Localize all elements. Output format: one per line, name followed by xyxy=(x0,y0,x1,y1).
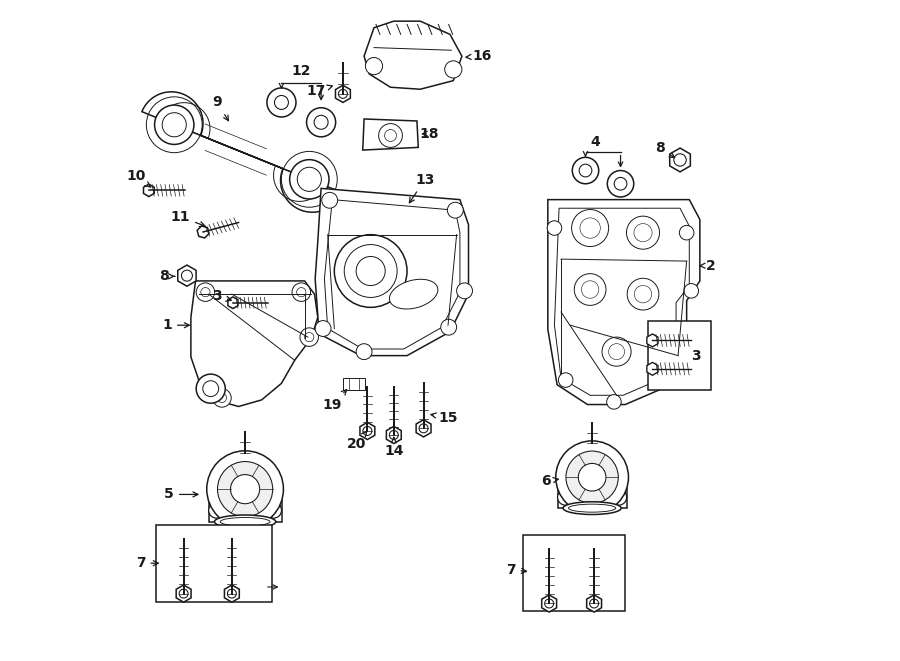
Circle shape xyxy=(607,395,621,409)
Circle shape xyxy=(579,463,606,491)
Circle shape xyxy=(356,344,372,360)
Circle shape xyxy=(266,502,282,518)
Bar xyxy=(209,498,282,522)
Circle shape xyxy=(196,283,215,301)
Circle shape xyxy=(196,374,225,403)
Text: 6: 6 xyxy=(541,474,558,488)
Circle shape xyxy=(334,235,407,307)
Polygon shape xyxy=(142,92,342,212)
Circle shape xyxy=(212,389,231,407)
Text: 8: 8 xyxy=(655,141,675,157)
Circle shape xyxy=(218,461,273,517)
Polygon shape xyxy=(224,585,239,602)
Circle shape xyxy=(155,105,194,144)
Circle shape xyxy=(445,61,462,78)
Bar xyxy=(648,321,711,390)
Text: 15: 15 xyxy=(431,410,458,425)
Circle shape xyxy=(441,319,456,335)
Polygon shape xyxy=(416,420,431,437)
Text: 11: 11 xyxy=(171,210,205,227)
Text: 7: 7 xyxy=(136,556,158,570)
Circle shape xyxy=(574,274,606,305)
Ellipse shape xyxy=(214,515,275,528)
Text: 2: 2 xyxy=(700,258,716,273)
Polygon shape xyxy=(386,426,401,444)
Circle shape xyxy=(680,225,694,240)
Circle shape xyxy=(684,284,698,298)
Circle shape xyxy=(602,337,631,366)
Circle shape xyxy=(290,160,329,199)
Circle shape xyxy=(267,88,296,117)
Text: 16: 16 xyxy=(466,49,491,63)
Text: 3: 3 xyxy=(212,289,231,303)
Text: 1: 1 xyxy=(162,318,189,332)
Text: 9: 9 xyxy=(212,95,229,121)
Polygon shape xyxy=(548,200,700,405)
Text: 10: 10 xyxy=(126,169,150,187)
Circle shape xyxy=(626,216,660,249)
Text: 19: 19 xyxy=(323,390,346,412)
Polygon shape xyxy=(191,281,318,407)
Circle shape xyxy=(307,108,336,137)
Polygon shape xyxy=(647,362,658,375)
Polygon shape xyxy=(143,184,154,196)
Text: 17: 17 xyxy=(307,84,332,98)
Circle shape xyxy=(315,321,331,336)
Text: 18: 18 xyxy=(419,126,438,141)
Bar xyxy=(523,535,626,611)
Circle shape xyxy=(611,489,626,505)
Circle shape xyxy=(572,157,598,184)
Bar xyxy=(558,486,626,508)
Text: 5: 5 xyxy=(164,487,198,502)
Circle shape xyxy=(558,373,573,387)
Circle shape xyxy=(300,328,319,346)
Polygon shape xyxy=(670,148,690,172)
Polygon shape xyxy=(363,119,419,150)
Circle shape xyxy=(365,58,382,75)
Circle shape xyxy=(572,210,608,247)
Circle shape xyxy=(556,441,628,514)
Circle shape xyxy=(456,283,472,299)
Text: 8: 8 xyxy=(159,269,175,284)
Circle shape xyxy=(379,124,402,147)
Text: 13: 13 xyxy=(410,173,435,203)
Text: 12: 12 xyxy=(292,64,311,79)
Polygon shape xyxy=(343,378,365,390)
Text: 4: 4 xyxy=(590,135,600,149)
Polygon shape xyxy=(336,85,350,102)
Circle shape xyxy=(209,502,224,518)
Circle shape xyxy=(566,451,618,504)
Circle shape xyxy=(207,451,284,527)
Circle shape xyxy=(627,278,659,310)
Bar xyxy=(156,525,272,602)
Ellipse shape xyxy=(563,502,621,514)
Polygon shape xyxy=(176,585,191,602)
Circle shape xyxy=(292,283,310,301)
Polygon shape xyxy=(315,188,469,356)
Polygon shape xyxy=(228,297,238,309)
Text: 3: 3 xyxy=(691,348,701,363)
Circle shape xyxy=(447,202,464,218)
Circle shape xyxy=(322,192,338,208)
Text: 20: 20 xyxy=(346,432,366,451)
Circle shape xyxy=(547,221,562,235)
Polygon shape xyxy=(360,422,374,440)
Circle shape xyxy=(558,489,573,505)
Text: 14: 14 xyxy=(384,438,403,458)
Polygon shape xyxy=(542,595,556,612)
Polygon shape xyxy=(587,595,601,612)
Circle shape xyxy=(680,351,695,366)
Circle shape xyxy=(230,475,260,504)
Polygon shape xyxy=(647,334,658,347)
Text: 7: 7 xyxy=(506,563,526,577)
Polygon shape xyxy=(178,265,196,286)
Ellipse shape xyxy=(390,280,438,309)
Polygon shape xyxy=(197,226,209,238)
Polygon shape xyxy=(364,21,462,89)
Circle shape xyxy=(608,171,634,197)
